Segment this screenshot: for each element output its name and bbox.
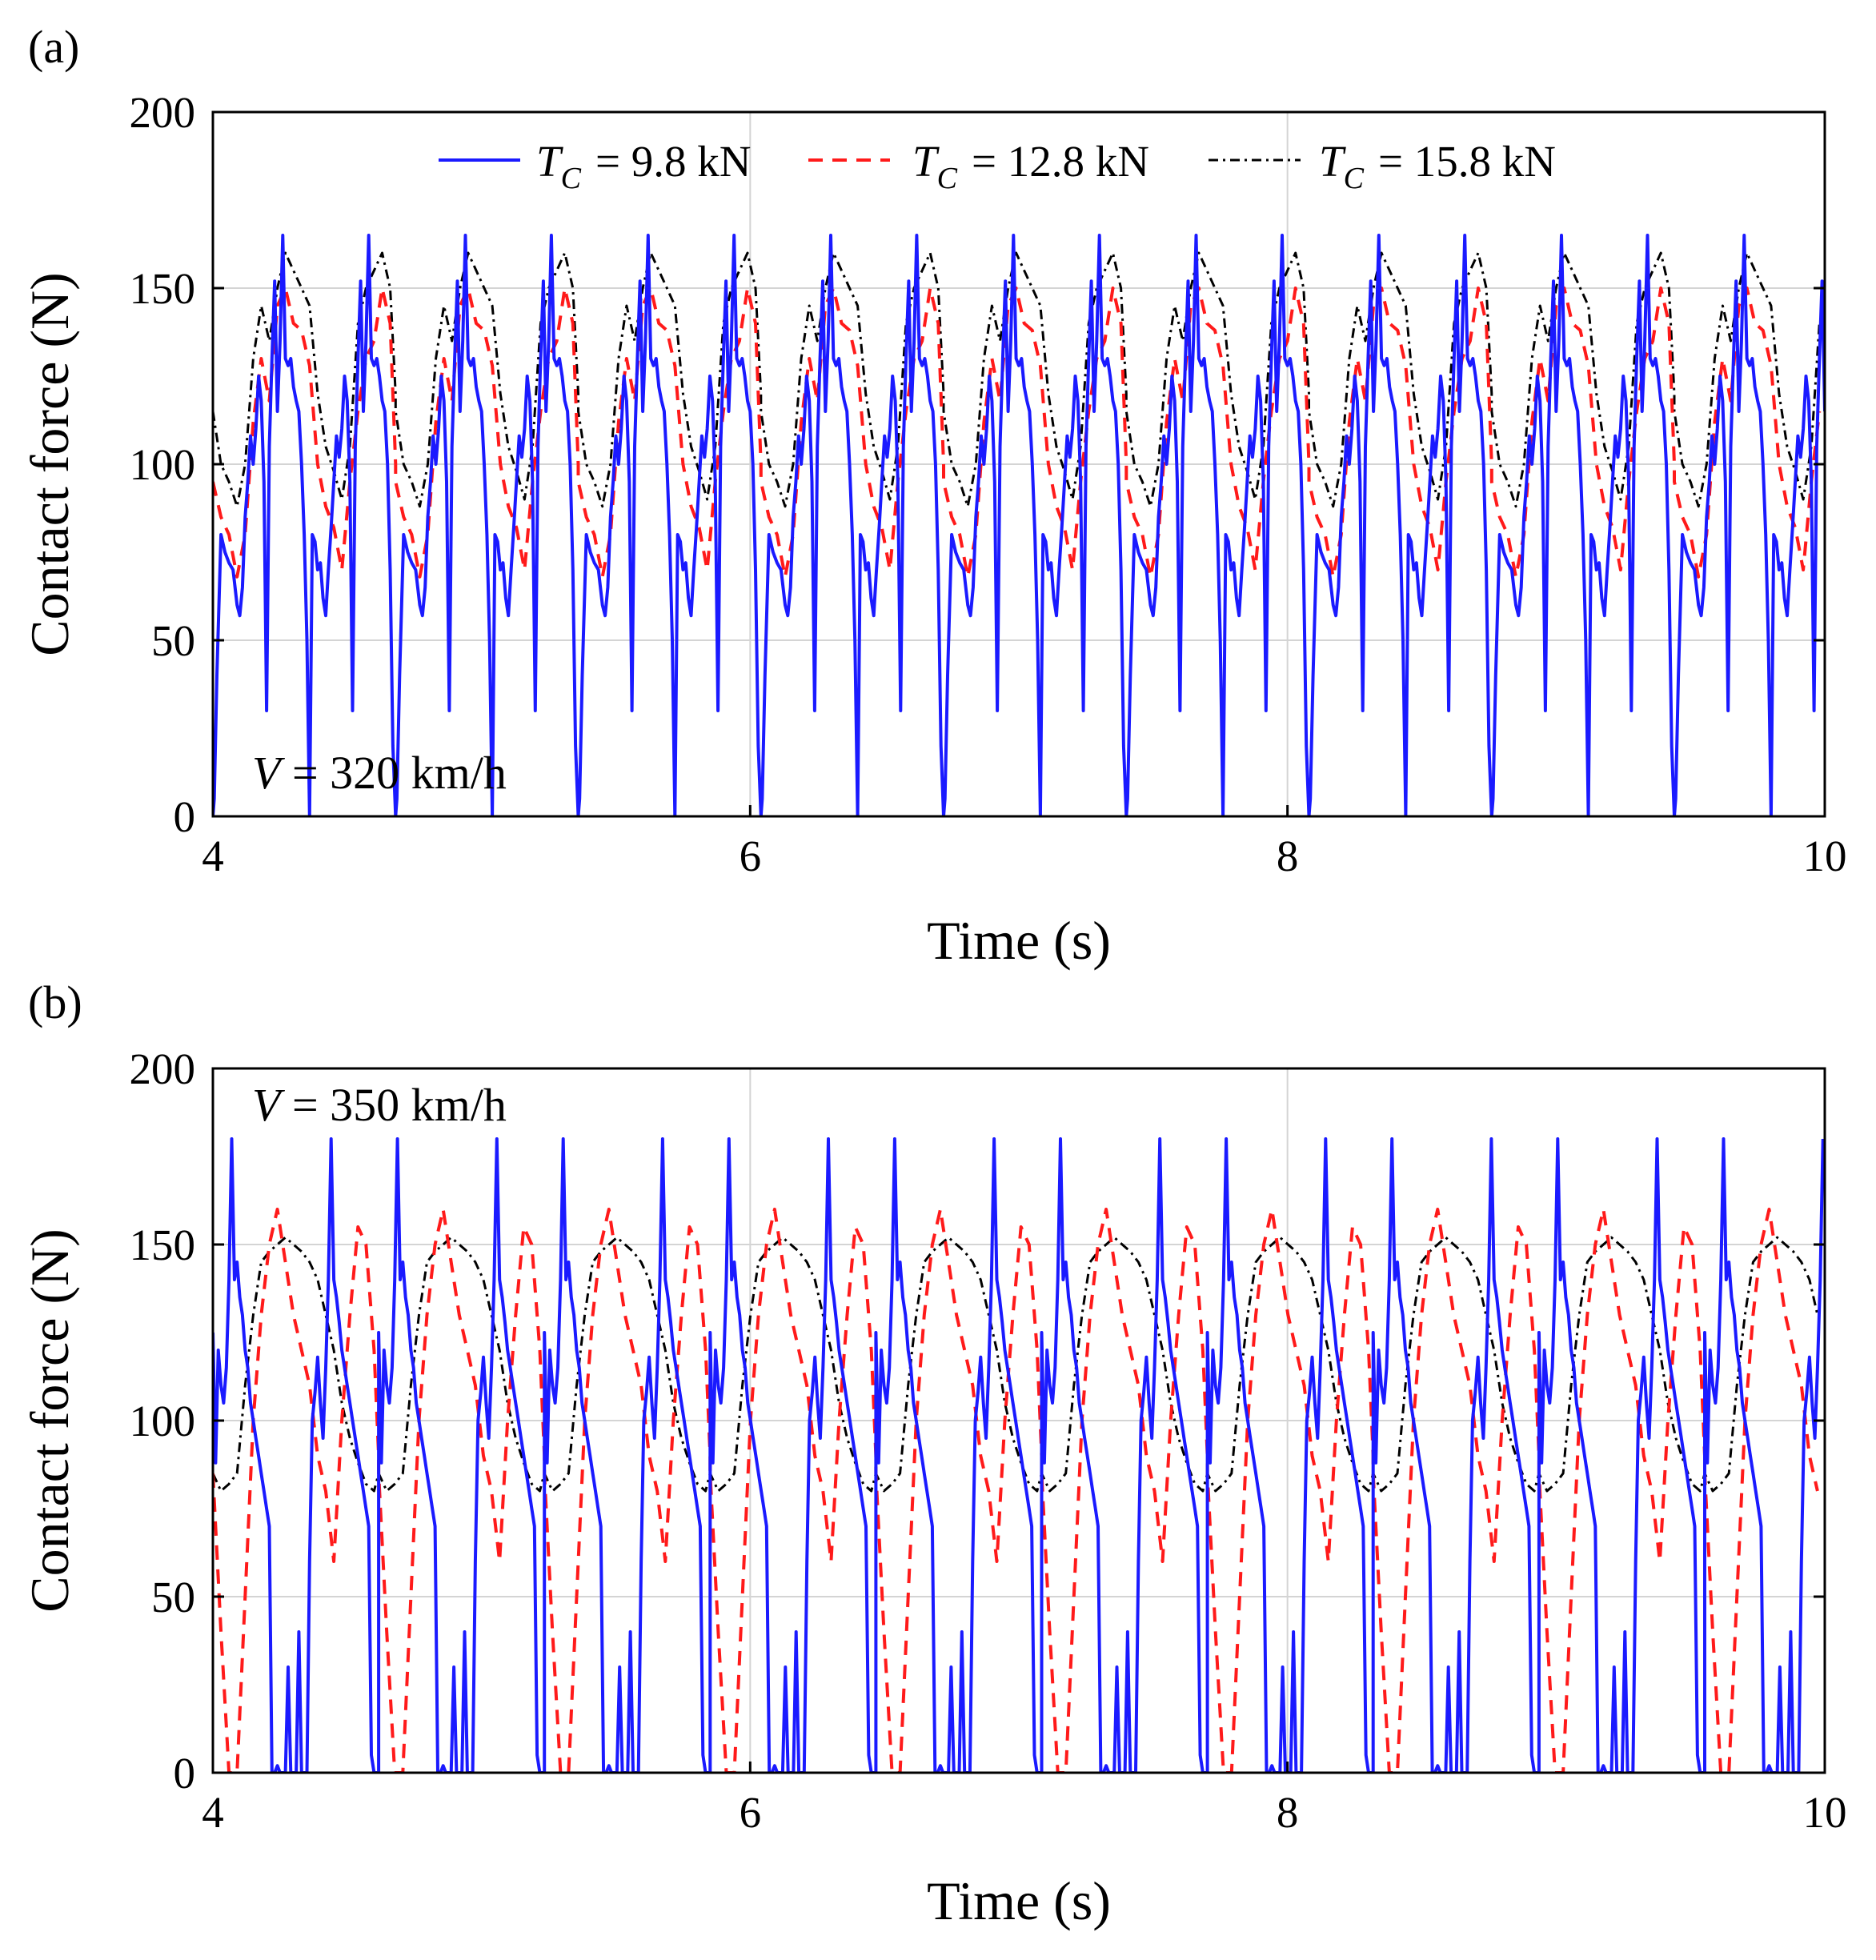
panel-a-annotation: V = 320 km/h [252,747,507,799]
panel-b-annotation-symbol: V [252,1079,286,1131]
panel-a-ytick-label-3: 150 [130,264,196,313]
legend-item-9-8: TC = 9.8 kN [439,137,751,195]
legend-sub-15-8: C [1344,162,1365,195]
panel-a-series [213,234,1825,816]
panel-a-xtick-label-0: 4 [202,832,224,880]
panel-b-annotation-text: = 350 km/h [280,1079,506,1131]
panel-a-annotation-text: = 320 km/h [280,747,506,799]
panel-a-ytick-label-4: 200 [130,88,196,137]
panel-b-xtick-label-3: 10 [1803,1788,1847,1837]
legend-label-15-8: = 15.8 kN [1378,137,1556,186]
panel-a-ytick-label-0: 0 [174,792,196,841]
panel-b-ytick-label-1: 50 [151,1573,195,1621]
legend-sub-12-8: C [937,162,958,195]
legend: TC = 9.8 kN TC = 12.8 kN TC = 15.8 kN [439,137,1556,195]
panel-b-ytick-label-0: 0 [174,1749,196,1798]
panel-b-ytick-label-3: 150 [130,1220,196,1269]
svg-text:TC= 15.8 kN: TC = 15.8 kN [1319,137,1556,195]
panel-a-series-line-9-8 [213,234,1825,816]
panel-b-label: (b) [28,976,82,1028]
panel-b-series-line-15-8 [213,1236,1819,1493]
panel-a-xtick-label-2: 8 [1277,832,1299,880]
panel-b-series-line-12-8 [213,1208,1819,1773]
panel-a-ylabel: Contact force (N) [19,272,80,656]
panel-a-xlabel: Time (s) [927,910,1111,971]
panel-a-xtick-label-3: 10 [1803,832,1847,880]
svg-text:TC= 12.8 kN: TC = 12.8 kN [912,137,1149,195]
panel-a-ytick-label-2: 100 [130,440,196,489]
panel-a-label: (a) [28,21,79,73]
svg-text:TC= 9.8 kN: TC = 9.8 kN [536,137,751,195]
legend-label-9-8: = 9.8 kN [595,137,752,186]
panel-a-series-line-15-8 [213,251,1821,508]
legend-symbol-9-8: T [536,137,563,186]
panel-b-annotation: V = 350 km/h [252,1079,507,1131]
svg-text:V = 320 km/h: V = 320 km/h [252,747,507,799]
legend-label-12-8: = 12.8 kN [972,137,1149,186]
panel-b-xlabel: Time (s) [927,1870,1111,1931]
legend-item-15-8: TC = 15.8 kN [1209,137,1556,195]
panel-b-ytick-label-2: 100 [130,1397,196,1445]
panel-b-series [213,1137,1825,1773]
legend-symbol-15-8: T [1319,137,1346,186]
svg-text:V = 350 km/h: V = 350 km/h [252,1079,507,1131]
legend-sub-9-8: C [561,162,582,195]
panel-b-xtick-label-1: 6 [740,1788,762,1837]
legend-symbol-12-8: T [912,137,940,186]
panel-b-ylabel: Contact force (N) [19,1229,80,1613]
panel-b-ytick-label-4: 200 [130,1044,196,1093]
legend-item-12-8: TC = 12.8 kN [808,137,1149,195]
panel-b-xtick-label-2: 8 [1277,1788,1299,1837]
panel-a-xtick-label-1: 6 [740,832,762,880]
panel-a-annotation-symbol: V [252,747,286,799]
panel-b-series-line-9-8 [213,1137,1825,1773]
panel-b-xtick-label-0: 4 [202,1788,224,1837]
panel-a-grid [213,112,1825,816]
panel-a-ytick-label-1: 50 [151,616,195,665]
